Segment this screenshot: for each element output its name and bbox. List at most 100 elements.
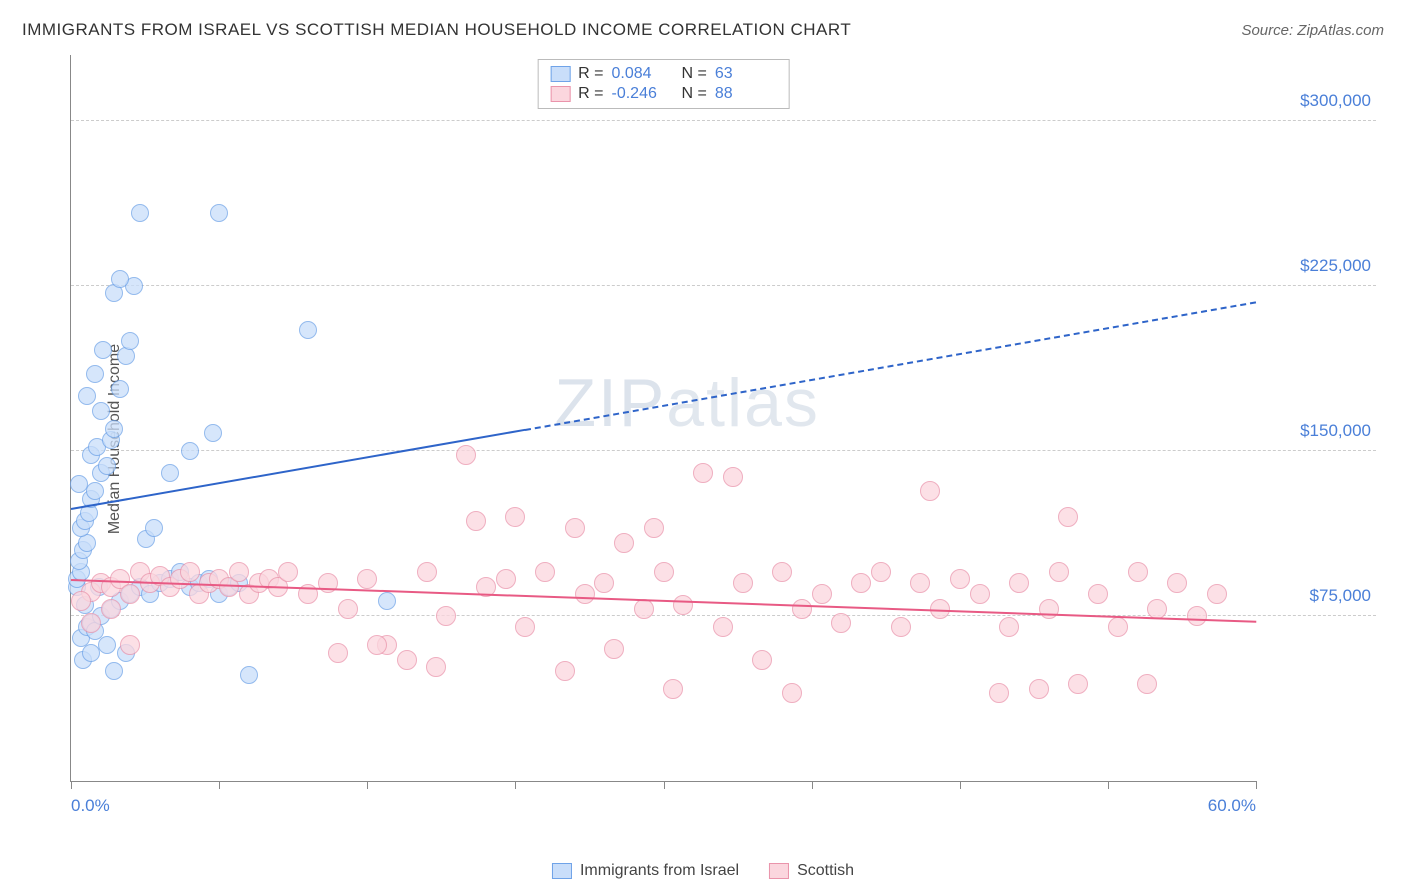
data-point-scottish	[831, 613, 851, 633]
data-point-israel	[117, 347, 135, 365]
data-point-scottish	[1187, 606, 1207, 626]
data-point-scottish	[1039, 599, 1059, 619]
swatch-scottish	[550, 86, 570, 102]
r-value-scottish: -0.246	[612, 85, 674, 103]
data-point-scottish	[1029, 679, 1049, 699]
data-point-scottish	[644, 518, 664, 538]
data-point-israel	[82, 644, 100, 662]
data-point-israel	[78, 534, 96, 552]
x-tick	[664, 781, 665, 789]
data-point-israel	[240, 666, 258, 684]
data-point-scottish	[792, 599, 812, 619]
x-tick	[71, 781, 72, 789]
data-point-israel	[98, 457, 116, 475]
chart-title: IMMIGRANTS FROM ISRAEL VS SCOTTISH MEDIA…	[22, 20, 851, 40]
stats-row-israel: R = 0.084 N = 63	[550, 64, 777, 84]
data-point-scottish	[851, 573, 871, 593]
data-point-scottish	[594, 573, 614, 593]
data-point-scottish	[229, 562, 249, 582]
data-point-israel	[94, 341, 112, 359]
data-point-scottish	[634, 599, 654, 619]
trend-line-israel	[525, 301, 1256, 431]
n-value-scottish: 88	[715, 85, 777, 103]
data-point-israel	[105, 662, 123, 680]
data-point-israel	[161, 464, 179, 482]
data-point-scottish	[772, 562, 792, 582]
data-point-scottish	[1137, 674, 1157, 694]
data-point-scottish	[1009, 573, 1029, 593]
legend-label-israel: Immigrants from Israel	[580, 862, 739, 880]
data-point-scottish	[466, 511, 486, 531]
data-point-scottish	[663, 679, 683, 699]
data-point-israel	[121, 332, 139, 350]
gridline	[71, 285, 1376, 286]
n-value-israel: 63	[715, 65, 777, 83]
gridline	[71, 120, 1376, 121]
chart-container: Median Household Income ZIPatlas R = 0.0…	[50, 55, 1376, 822]
watermark-a: ZIP	[554, 365, 666, 441]
data-point-scottish	[436, 606, 456, 626]
data-point-scottish	[614, 533, 634, 553]
legend-item-scottish: Scottish	[769, 862, 854, 880]
data-point-scottish	[950, 569, 970, 589]
legend-label-scottish: Scottish	[797, 862, 854, 880]
data-point-scottish	[505, 507, 525, 527]
data-point-israel	[86, 482, 104, 500]
data-point-scottish	[604, 639, 624, 659]
data-point-scottish	[910, 573, 930, 593]
x-tick	[960, 781, 961, 789]
data-point-israel	[210, 204, 228, 222]
data-point-scottish	[693, 463, 713, 483]
data-point-scottish	[357, 569, 377, 589]
data-point-israel	[299, 321, 317, 339]
stats-legend: R = 0.084 N = 63 R = -0.246 N = 88	[537, 59, 790, 109]
data-point-israel	[98, 636, 116, 654]
data-point-israel	[105, 420, 123, 438]
data-point-scottish	[891, 617, 911, 637]
data-point-scottish	[575, 584, 595, 604]
data-point-scottish	[1108, 617, 1128, 637]
plot-area: ZIPatlas R = 0.084 N = 63 R = -0.246 N =…	[70, 55, 1256, 782]
data-point-scottish	[120, 584, 140, 604]
data-point-scottish	[1088, 584, 1108, 604]
gridline	[71, 615, 1376, 616]
y-tick-label: $300,000	[1300, 91, 1371, 111]
data-point-scottish	[496, 569, 516, 589]
data-point-scottish	[101, 599, 121, 619]
data-point-scottish	[1167, 573, 1187, 593]
data-point-scottish	[1049, 562, 1069, 582]
n-label: N =	[682, 65, 707, 83]
x-tick	[515, 781, 516, 789]
data-point-scottish	[723, 467, 743, 487]
series-legend: Immigrants from Israel Scottish	[552, 862, 854, 880]
data-point-israel	[181, 442, 199, 460]
data-point-scottish	[397, 650, 417, 670]
data-point-scottish	[871, 562, 891, 582]
data-point-scottish	[367, 635, 387, 655]
data-point-scottish	[782, 683, 802, 703]
data-point-scottish	[1068, 674, 1088, 694]
data-point-scottish	[1207, 584, 1227, 604]
r-value-israel: 0.084	[612, 65, 674, 83]
watermark: ZIPatlas	[554, 364, 819, 442]
data-point-scottish	[81, 613, 101, 633]
data-point-scottish	[1128, 562, 1148, 582]
swatch-israel	[552, 863, 572, 879]
data-point-israel	[86, 365, 104, 383]
data-point-israel	[111, 270, 129, 288]
data-point-scottish	[654, 562, 674, 582]
data-point-scottish	[328, 643, 348, 663]
x-tick	[219, 781, 220, 789]
data-point-scottish	[999, 617, 1019, 637]
x-tick-label: 60.0%	[1208, 796, 1256, 816]
legend-item-israel: Immigrants from Israel	[552, 862, 739, 880]
watermark-b: atlas	[666, 365, 820, 441]
data-point-scottish	[120, 635, 140, 655]
data-point-israel	[204, 424, 222, 442]
data-point-israel	[70, 475, 88, 493]
data-point-scottish	[1058, 507, 1078, 527]
x-tick	[1108, 781, 1109, 789]
data-point-scottish	[338, 599, 358, 619]
data-point-israel	[78, 387, 96, 405]
y-tick-label: $75,000	[1310, 586, 1371, 606]
